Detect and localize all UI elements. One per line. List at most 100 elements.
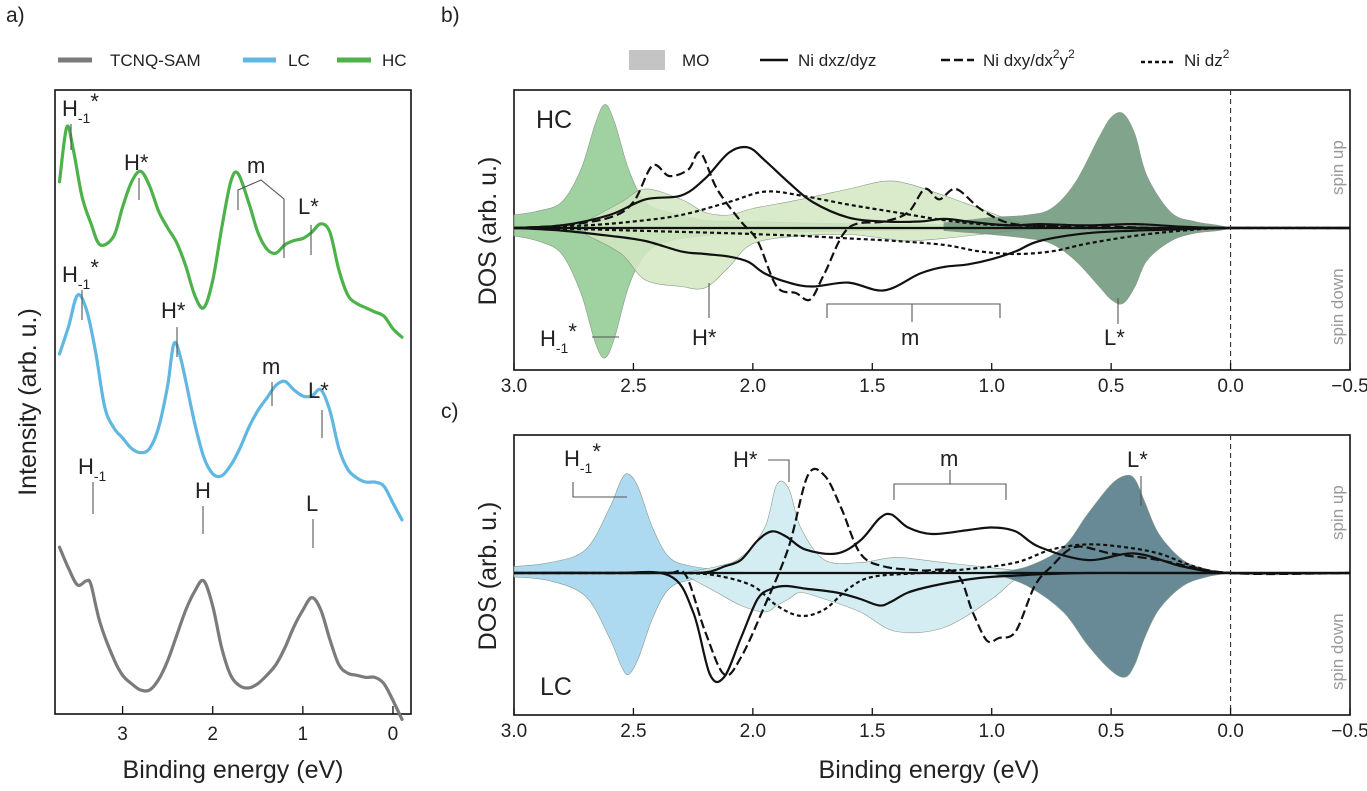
peak-label-c-h1star-sup: * [592, 439, 601, 464]
x-tick-label-b-7: −0.5 [1331, 376, 1367, 397]
legend-label-dz: Ni dz2 [1184, 47, 1230, 70]
plot-a-data [57, 124, 404, 721]
peak-label-b-h1star-sup: * [568, 319, 577, 344]
ni-curve-c-ni-dz2-up [513, 543, 1351, 618]
peak-label-b-lstar: L* [1104, 325, 1125, 350]
plot-c-xticks: 3.0 2.5 2.0 1.5 1.0 0.5 0.0 −0.5 [501, 708, 1367, 742]
ni-curve-b-ni-dxz-dyz-up [513, 145, 1351, 230]
x-tick-label-b-6: 0.0 [1217, 376, 1243, 397]
peak-label-b-h1star: H-1* [540, 319, 577, 356]
peak-label-hc-lstar: L* [298, 194, 319, 219]
plot-b-data [513, 90, 1351, 370]
x-tick-label-c-0: 3.0 [501, 721, 527, 742]
peak-label-sam-h1: H-1 [78, 454, 107, 484]
peak-label-hc-h1star: H-1* [62, 89, 99, 126]
plot-a-ylabel: Intensity (arb. u.) [14, 308, 42, 496]
x-tick-label-c-2: 2.0 [740, 721, 766, 742]
ni-curve-b-ni-dz2-down [513, 226, 1351, 256]
peak-label-hc-h1star-sub: -1 [78, 110, 91, 126]
plot-c-data [513, 435, 1351, 715]
ni-curve-b-ni-dxz-dyz-down [513, 226, 1351, 292]
x-tick-label-c-1: 2.5 [620, 721, 646, 742]
plot-b-ylabel: DOS (arb. u.) [474, 157, 502, 306]
x-tick-label-c-5: 0.5 [1098, 721, 1124, 742]
panel-label-c: c) [441, 400, 459, 423]
plot-a-annotations: H-1* H* m L* H-1* H* m L* H-1 H L [62, 89, 329, 548]
peak-label-hc-h1star-sup: * [90, 89, 99, 114]
panel-label-a: a) [6, 4, 25, 27]
legend-label-sam: TCNQ-SAM [110, 51, 201, 70]
peak-label-c-h1star-sub: -1 [580, 460, 593, 476]
x-tick-label-b-1: 2.5 [620, 376, 646, 397]
peak-bracket-c-m [893, 483, 1007, 500]
peak-label-lc-h1star-sup: * [90, 255, 99, 280]
plot-b-spin-up: spin up [1328, 140, 1347, 195]
ni-curve-c-ni-dxz-dyz-up [513, 512, 1351, 575]
peak-leader-c-h1star [572, 482, 627, 498]
peak-label-hc-hstar: H* [124, 150, 149, 175]
legend-bc: MO Ni dxz/dyz Ni dxy/dx2y2 Ni dz2 [629, 47, 1230, 70]
peak-label-lc-hstar: H* [161, 298, 186, 323]
peak-bracket-b-m [826, 303, 1001, 318]
x-tick-label-c-3: 1.5 [859, 721, 885, 742]
x-tick-label-a-1: 2 [207, 724, 218, 745]
legend-label-dz-prefix: Ni dz [1184, 51, 1223, 70]
x-tick-label-b-5: 0.5 [1098, 376, 1124, 397]
mo-area-c-2 [990, 474, 1231, 678]
spectrum-line-hc [57, 124, 404, 339]
panel-label-b: b) [441, 4, 460, 27]
peak-label-lc-h1star-sub: -1 [78, 276, 91, 292]
ni-curve-c-ni-dxy-dx2y2-up [513, 467, 1351, 677]
plot-b-annotations: H-1* H* m L* [540, 283, 1125, 356]
legend-label-dz-sup: 2 [1223, 47, 1230, 61]
peak-label-c-hstar: H* [733, 447, 758, 472]
ni-curve-b-ni-dz2-up [513, 190, 1350, 230]
peak-label-hc-h1star-base: H [62, 96, 78, 121]
peak-label-b-h1star-sub: -1 [556, 340, 569, 356]
peak-label-sam-h: H [195, 478, 211, 503]
ni-curve-b-ni-dxy-dx2y2-up [513, 151, 1350, 302]
ni-curve-c-ni-dxz-dyz-down [513, 570, 1350, 684]
peak-leader-c-hstar [768, 459, 790, 482]
plot-bc-xlabel: Binding energy (eV) [819, 756, 1040, 784]
legend-label-dxy-mid: y [1060, 51, 1069, 70]
legend-label-hc: HC [382, 51, 407, 70]
x-tick-label-c-7: −0.5 [1331, 721, 1367, 742]
peak-label-sam-h1-base: H [78, 454, 94, 479]
plot-c-spin-down: spin down [1328, 613, 1347, 690]
mo-area-b-2 [943, 112, 1231, 305]
peak-label-lc-lstar: L* [308, 378, 329, 403]
peak-label-b-h1star-base: H [540, 326, 556, 351]
x-tick-label-b-3: 1.5 [859, 376, 885, 397]
x-tick-label-b-0: 3.0 [501, 376, 527, 397]
peak-label-hc-m: m [247, 153, 265, 178]
plot-c-annotations: H-1* H* m L* [564, 439, 1148, 506]
x-tick-label-b-4: 1.0 [979, 376, 1005, 397]
peak-label-b-hstar: H* [692, 325, 717, 350]
plot-b-spin-down: spin down [1328, 268, 1347, 345]
peak-label-lc-h1star-base: H [62, 262, 78, 287]
spectrum-line-tcnq-sam [57, 545, 404, 721]
legend-label-dxz: Ni dxz/dyz [798, 51, 876, 70]
x-tick-label-a-2: 1 [298, 724, 309, 745]
plot-c-panel-tag: LC [540, 673, 572, 701]
legend-label-dxy-sup1: 2 [1053, 47, 1060, 61]
peak-label-sam-l: L [306, 491, 318, 516]
plot-b-panel-tag: HC [536, 106, 572, 134]
x-tick-label-c-6: 0.0 [1217, 721, 1243, 742]
legend-label-dxy-sup2: 2 [1068, 47, 1075, 61]
plot-a-xlabel: Binding energy (eV) [123, 756, 344, 784]
peak-label-b-m: m [901, 325, 919, 350]
plot-c-spin-up: spin up [1328, 485, 1347, 540]
peak-label-c-m: m [940, 446, 958, 471]
peak-label-c-h1star-base: H [564, 446, 580, 471]
x-tick-label-b-2: 2.0 [740, 376, 766, 397]
plot-a-xticks: 3 2 1 0 [117, 706, 398, 745]
legend-label-dxy-prefix: Ni dxy/dx [983, 51, 1053, 70]
peak-label-c-h1star: H-1* [564, 439, 601, 476]
peak-label-c-lstar: L* [1127, 447, 1148, 472]
peak-label-sam-h1-sub: -1 [94, 468, 107, 484]
spectrum-line-lc [57, 293, 404, 522]
x-tick-label-c-4: 1.0 [979, 721, 1005, 742]
